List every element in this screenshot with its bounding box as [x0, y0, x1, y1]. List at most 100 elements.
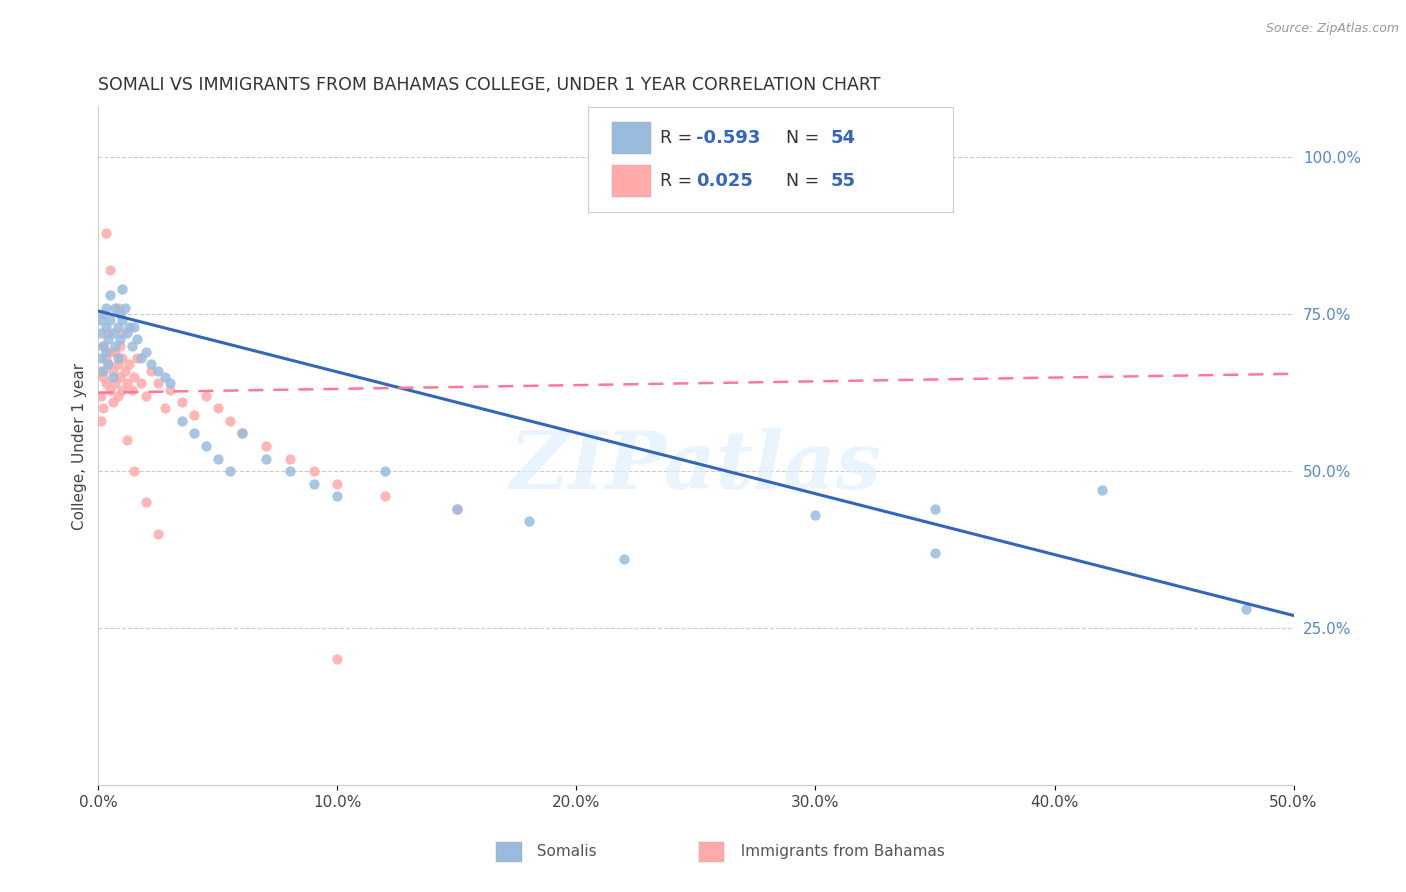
- Point: [104, 338, 127, 352]
- Point: [195, 389, 218, 403]
- Text: 55: 55: [831, 172, 856, 190]
- Point: [90, 364, 112, 378]
- Point: [195, 439, 218, 453]
- Point: [108, 338, 131, 352]
- Point: [231, 426, 253, 441]
- Point: [91, 401, 114, 416]
- Point: [114, 364, 136, 378]
- Point: [148, 364, 170, 378]
- Point: [924, 546, 946, 560]
- Point: [254, 451, 277, 466]
- Point: [101, 395, 124, 409]
- Point: [207, 451, 229, 466]
- Point: [91, 307, 114, 321]
- Point: [91, 338, 114, 352]
- Text: N =: N =: [786, 172, 824, 190]
- Point: [124, 319, 146, 334]
- Point: [326, 489, 349, 503]
- Point: [111, 351, 134, 365]
- Point: [98, 344, 122, 359]
- Point: [90, 313, 112, 327]
- Point: [104, 301, 127, 315]
- Point: [278, 451, 301, 466]
- Point: [107, 301, 129, 315]
- FancyBboxPatch shape: [613, 165, 651, 197]
- Text: 0.025: 0.025: [696, 172, 752, 190]
- Point: [254, 439, 277, 453]
- Point: [374, 464, 396, 478]
- Point: [517, 514, 540, 528]
- Point: [101, 364, 124, 378]
- Point: [924, 501, 946, 516]
- Point: [183, 426, 205, 441]
- Point: [94, 376, 117, 391]
- Text: SOMALI VS IMMIGRANTS FROM BAHAMAS COLLEGE, UNDER 1 YEAR CORRELATION CHART: SOMALI VS IMMIGRANTS FROM BAHAMAS COLLEG…: [98, 77, 882, 95]
- Text: Somalis: Somalis: [527, 845, 598, 859]
- Point: [302, 464, 325, 478]
- Point: [135, 344, 157, 359]
- Point: [139, 358, 162, 372]
- FancyBboxPatch shape: [496, 842, 522, 862]
- Point: [125, 351, 148, 365]
- Point: [101, 370, 124, 384]
- Point: [139, 364, 162, 378]
- Point: [97, 358, 120, 372]
- Point: [302, 476, 325, 491]
- Point: [159, 383, 181, 397]
- Point: [107, 389, 129, 403]
- Text: N =: N =: [786, 129, 824, 147]
- Point: [446, 501, 468, 516]
- Point: [107, 351, 129, 365]
- Point: [231, 426, 253, 441]
- Point: [91, 364, 114, 378]
- Point: [172, 414, 194, 428]
- Point: [90, 351, 112, 365]
- Point: [804, 508, 827, 522]
- Point: [155, 370, 177, 384]
- Point: [94, 226, 117, 240]
- Text: Source: ZipAtlas.com: Source: ZipAtlas.com: [1265, 22, 1399, 36]
- Point: [326, 476, 349, 491]
- Text: R =: R =: [661, 172, 697, 190]
- Point: [94, 301, 117, 315]
- Point: [131, 376, 153, 391]
- Point: [125, 332, 148, 346]
- Point: [326, 652, 349, 666]
- Point: [118, 358, 141, 372]
- Point: [111, 282, 134, 296]
- Point: [219, 464, 242, 478]
- Point: [91, 370, 114, 384]
- Point: [94, 319, 117, 334]
- Point: [108, 307, 131, 321]
- Point: [446, 501, 468, 516]
- Point: [111, 313, 134, 327]
- Point: [111, 383, 134, 397]
- Point: [107, 319, 129, 334]
- Point: [98, 288, 122, 302]
- Point: [104, 344, 127, 359]
- FancyBboxPatch shape: [699, 842, 724, 862]
- Text: ZIPatlas: ZIPatlas: [510, 427, 882, 505]
- FancyBboxPatch shape: [613, 121, 651, 154]
- Point: [115, 433, 138, 447]
- Point: [98, 383, 122, 397]
- Point: [148, 376, 170, 391]
- Text: Immigrants from Bahamas: Immigrants from Bahamas: [731, 845, 945, 859]
- Point: [124, 464, 146, 478]
- Text: R =: R =: [661, 129, 697, 147]
- Point: [94, 344, 117, 359]
- Point: [111, 326, 134, 340]
- Point: [90, 389, 112, 403]
- Point: [1091, 483, 1114, 497]
- Point: [135, 495, 157, 509]
- Point: [115, 376, 138, 391]
- Point: [115, 326, 138, 340]
- Point: [98, 313, 122, 327]
- FancyBboxPatch shape: [589, 107, 953, 212]
- Point: [131, 351, 153, 365]
- Point: [97, 326, 120, 340]
- Point: [159, 376, 181, 391]
- Point: [94, 351, 117, 365]
- Point: [107, 358, 129, 372]
- Point: [1234, 602, 1257, 616]
